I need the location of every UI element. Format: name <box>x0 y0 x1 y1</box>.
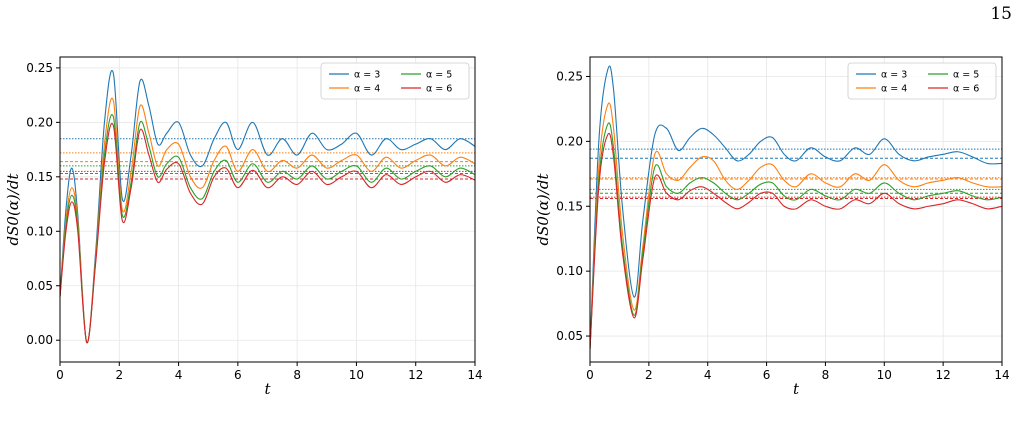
x-tick-label: 0 <box>586 368 594 382</box>
page-number: 15 <box>990 4 1012 24</box>
y-axis-label: dS0(α)/dt <box>534 173 552 246</box>
legend: α = 3 α = 4 α = 5 α = 6 <box>847 62 997 100</box>
legend-label: α = 4 <box>354 84 380 95</box>
legend-box <box>847 62 997 100</box>
y-tick-label: 0.05 <box>556 329 583 343</box>
y-tick-label: 0.20 <box>556 134 583 148</box>
chart-left: 0 2 4 6 8 10 12 14 0.00 0.05 0.10 0.15 0.20 0.25 t dS0(… <box>4 56 483 398</box>
plot-area <box>60 70 475 344</box>
legend-label: α = 6 <box>426 84 452 95</box>
x-tick-label: 2 <box>115 368 123 382</box>
y-tick-label: 0.25 <box>26 61 53 75</box>
series-line <box>590 122 1002 350</box>
x-tick-label: 8 <box>293 368 301 382</box>
x-axis-label: t <box>264 380 271 398</box>
y-tick-label: 0.10 <box>26 224 53 238</box>
y-tick-label: 0.20 <box>26 115 53 129</box>
y-tick-label: 0.00 <box>26 333 53 347</box>
legend-box <box>320 62 470 100</box>
x-axis-label: t <box>793 380 800 398</box>
x-tick-label: 14 <box>467 368 482 382</box>
legend-label: α = 4 <box>881 84 907 95</box>
legend: α = 3 α = 4 α = 5 α = 6 <box>320 62 470 100</box>
x-tick-label: 12 <box>408 368 423 382</box>
y-tick-label: 0.25 <box>556 69 583 83</box>
legend-label: α = 5 <box>426 70 452 81</box>
chart-right: 0 2 4 6 8 10 12 14 0.05 0.10 0.15 0.20 0.25 t dS0(α)/d… <box>534 56 1010 398</box>
x-tick-label: 10 <box>877 368 892 382</box>
x-tick-label: 2 <box>645 368 653 382</box>
series-line <box>60 122 475 343</box>
legend-label: α = 6 <box>953 84 979 95</box>
x-tick-label: 6 <box>763 368 771 382</box>
plot-frame <box>589 56 1003 363</box>
legend-label: α = 3 <box>354 70 380 81</box>
legend-label: α = 5 <box>953 70 979 81</box>
x-tick-label: 0 <box>56 368 64 382</box>
x-tick-label: 4 <box>175 368 183 382</box>
x-tick-label: 6 <box>234 368 242 382</box>
x-tick-label: 10 <box>349 368 364 382</box>
y-tick-label: 0.10 <box>556 264 583 278</box>
plot-area <box>590 65 1002 350</box>
x-tick-label: 4 <box>704 368 712 382</box>
series-line <box>590 132 1002 350</box>
series-line <box>60 114 475 343</box>
x-tick-label: 12 <box>936 368 951 382</box>
y-tick-label: 0.05 <box>26 279 53 293</box>
x-tick-label: 8 <box>822 368 830 382</box>
grid <box>59 57 476 362</box>
x-tick-label: 14 <box>994 368 1009 382</box>
legend-label: α = 3 <box>881 70 907 81</box>
plot-frame <box>59 56 476 363</box>
grid <box>589 57 1003 362</box>
y-tick-label: 0.15 <box>26 170 53 184</box>
series-line <box>590 102 1002 350</box>
series-line <box>590 65 1002 350</box>
y-tick-label: 0.15 <box>556 199 583 213</box>
y-axis-label: dS0(α)/dt <box>4 173 22 246</box>
